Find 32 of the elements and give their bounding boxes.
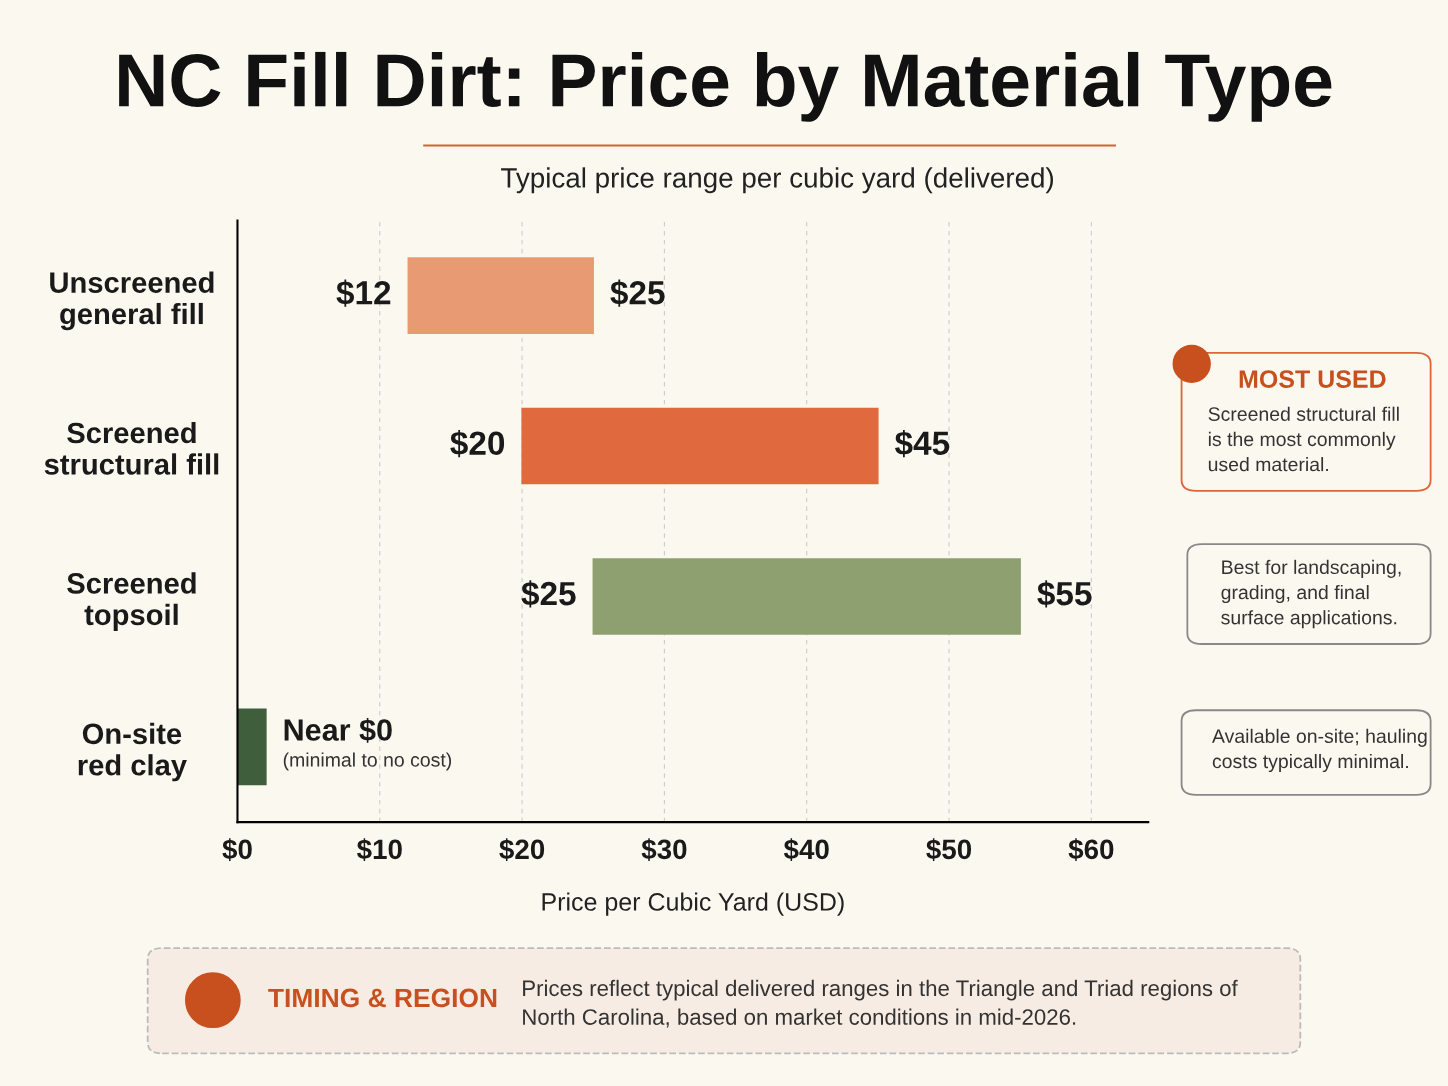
annotation: $12 — [336, 279, 391, 307]
y-tick-label: Unscreened general fill — [50, 271, 214, 331]
bar — [592, 558, 1021, 635]
text: TIMING & REGION — [268, 988, 497, 1008]
bar — [407, 257, 594, 334]
x-tick-label: $40 — [783, 838, 829, 861]
y-tick-label: Screened topsoil — [67, 572, 196, 631]
annotation: (minimal to no cost) — [283, 752, 452, 771]
annotation: $20 — [450, 429, 505, 458]
x-tick-label: $30 — [641, 838, 687, 861]
x-tick-label: $60 — [1068, 838, 1114, 861]
y-tick-label: On-site red clay — [78, 722, 187, 782]
text: Available on-site; hauling costs typically minimal. — [1212, 728, 1427, 773]
text: Prices reflect typical delivered ranges in the Triangle and Triad regions of North Carolina, based on market conditions in mid-2026. — [523, 979, 1238, 1028]
bar — [521, 407, 879, 485]
x-tick-label: $0 — [222, 838, 252, 861]
annotation: $55 — [1037, 580, 1092, 608]
chart-title: NC Fill Dirt: Price by Material Type — [119, 51, 1332, 122]
text: MOST USED — [1239, 370, 1386, 388]
annotation: $25 — [610, 279, 665, 307]
x-tick-label: $50 — [926, 838, 972, 861]
annotation: $45 — [894, 429, 950, 458]
bar — [237, 708, 267, 786]
text: Screened structural fill is the most commonly used material. — [1208, 406, 1399, 472]
annotation: Near $0 — [284, 717, 392, 743]
x-tick-label: $20 — [499, 838, 545, 861]
text: Best for landscaping, grading, and final surface applications. — [1221, 559, 1401, 629]
x-tick-label: $10 — [356, 838, 402, 861]
annotation: $25 — [521, 580, 576, 608]
chart-subtitle: Typical price range per cubic yard (delivered) — [501, 167, 1054, 194]
x-axis-title: Price per Cubic Yard (USD) — [542, 892, 844, 916]
y-tick-label: Screened structural fill — [44, 421, 219, 475]
